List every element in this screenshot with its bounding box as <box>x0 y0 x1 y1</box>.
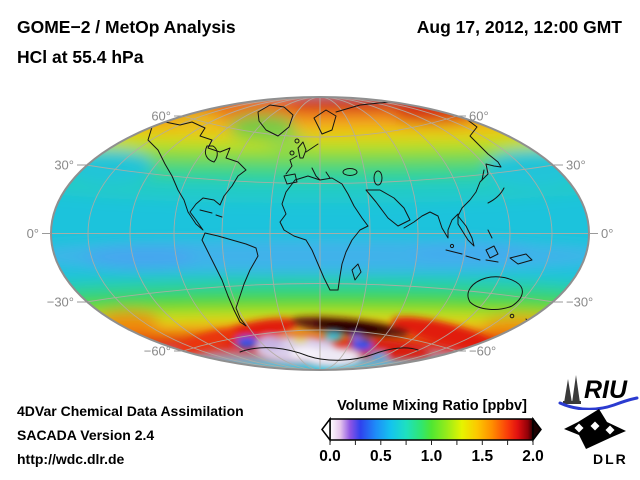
dlr-logo: DLR <box>564 409 628 467</box>
cathedral-icon <box>563 375 581 404</box>
colorbar-tick-0: 0.0 <box>319 448 341 465</box>
footer-line-assimilation: 4DVar Chemical Data Assimilation <box>17 403 244 419</box>
colorbar-gradient-bar <box>329 418 534 441</box>
colorbar-arrow-right-icon <box>532 416 542 443</box>
lat-label-right-m60: −60° <box>469 344 496 359</box>
riu-logo-text: RIU <box>584 376 628 404</box>
riu-logo: RIU <box>558 375 639 410</box>
colorbar-tick-10: 1.0 <box>421 448 443 465</box>
colorbar-tick-marks <box>329 440 534 445</box>
colorbar-title: Volume Mixing Ratio [ppbv] <box>337 398 527 414</box>
graticule <box>51 97 589 370</box>
plot-title-line1: GOME−2 / MetOp Analysis <box>17 17 236 37</box>
lat-label-left-60: 60° <box>151 109 171 124</box>
plot-title-line2: HCl at 55.4 hPa <box>17 47 144 67</box>
plot-title: GOME−2 / MetOp Analysis HCl at 55.4 hPa <box>17 12 236 72</box>
lat-label-right-30: 30° <box>566 158 586 173</box>
colorbar-tick-labels: 0.0 0.5 1.0 1.5 2.0 <box>319 448 544 465</box>
footer-line-url: http://wdc.dlr.de <box>17 451 125 467</box>
coastlines <box>147 101 533 361</box>
latitude-ticks <box>42 115 598 352</box>
footer-credits: 4DVar Chemical Data Assimilation SACADA … <box>17 399 244 471</box>
lat-label-left-0: 0° <box>27 226 39 241</box>
latitude-labels: 60° 30° 0° −30° −60° 60° 30° 0° −30° −60… <box>27 109 614 359</box>
colorbar: Volume Mixing Ratio [ppbv] 0.0 0.5 1.0 1… <box>319 398 544 465</box>
footer-line-version: SACADA Version 2.4 <box>17 427 155 443</box>
dlr-emblem-icon <box>564 409 626 449</box>
colorbar-arrow-left-icon <box>321 416 331 443</box>
plot-datetime: Aug 17, 2012, 12:00 GMT <box>416 17 622 37</box>
lat-label-left-m60: −60° <box>144 344 171 359</box>
colorbar-tick-20: 2.0 <box>522 448 544 465</box>
lat-label-right-60: 60° <box>469 109 489 124</box>
dlr-logo-text: DLR <box>593 451 628 467</box>
lat-label-left-30: 30° <box>54 158 74 173</box>
colorbar-tick-05: 0.5 <box>370 448 392 465</box>
lat-label-right-m30: −30° <box>566 295 593 310</box>
colorbar-tick-15: 1.5 <box>472 448 494 465</box>
riu-swoosh <box>558 396 639 410</box>
lat-label-right-0: 0° <box>601 226 613 241</box>
mixing-ratio-field <box>51 97 589 370</box>
lat-label-left-m30: −30° <box>47 295 74 310</box>
